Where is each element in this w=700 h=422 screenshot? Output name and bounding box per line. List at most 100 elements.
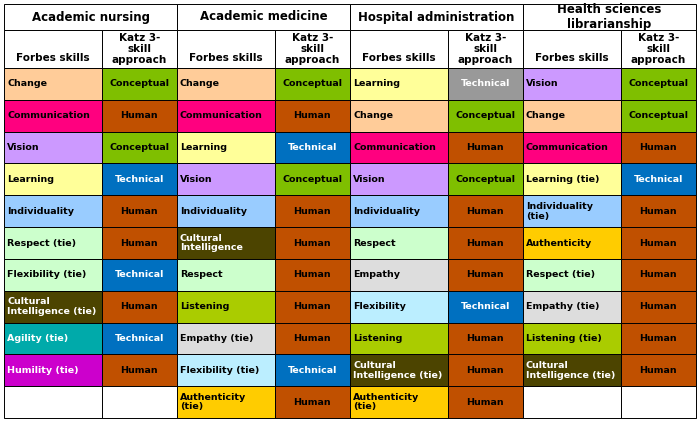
Text: Flexibility (tie): Flexibility (tie) xyxy=(7,271,86,279)
Text: Health sciences
librarianship: Health sciences librarianship xyxy=(557,3,662,31)
Text: Respect: Respect xyxy=(353,238,396,247)
Bar xyxy=(621,163,696,195)
Bar xyxy=(102,30,177,68)
Text: Conceptual: Conceptual xyxy=(629,111,688,120)
Bar xyxy=(4,354,101,386)
Text: Vision: Vision xyxy=(353,175,386,184)
Bar xyxy=(621,386,696,418)
Bar xyxy=(350,132,448,163)
Text: Human: Human xyxy=(640,366,677,375)
Text: Human: Human xyxy=(293,111,331,120)
Bar xyxy=(523,354,621,386)
Bar xyxy=(350,259,448,291)
Text: Individuality: Individuality xyxy=(353,207,420,216)
Bar xyxy=(350,291,448,322)
Text: Conceptual: Conceptual xyxy=(629,79,688,89)
Bar xyxy=(448,68,523,100)
Text: Katz 3-
skill
approach: Katz 3- skill approach xyxy=(458,33,513,65)
Text: Change: Change xyxy=(353,111,393,120)
Bar xyxy=(448,132,523,163)
Text: Change: Change xyxy=(526,111,566,120)
Text: Human: Human xyxy=(120,366,158,375)
Bar xyxy=(523,163,621,195)
Text: Human: Human xyxy=(467,238,504,247)
Text: Technical: Technical xyxy=(634,175,683,184)
Bar xyxy=(4,386,101,418)
Bar xyxy=(448,195,523,227)
Bar xyxy=(523,132,621,163)
Bar xyxy=(523,291,621,322)
Bar xyxy=(448,322,523,354)
Text: Individuality: Individuality xyxy=(7,207,74,216)
Text: Academic nursing: Academic nursing xyxy=(32,11,150,24)
Bar xyxy=(177,68,274,100)
Bar xyxy=(274,259,350,291)
Bar xyxy=(621,30,696,68)
Text: Empathy: Empathy xyxy=(353,271,400,279)
Bar xyxy=(350,4,523,30)
Bar xyxy=(621,100,696,132)
Text: Hospital administration: Hospital administration xyxy=(358,11,514,24)
Bar xyxy=(350,322,448,354)
Text: Katz 3-
skill
approach: Katz 3- skill approach xyxy=(631,33,686,65)
Text: Human: Human xyxy=(293,207,331,216)
Bar xyxy=(4,163,101,195)
Text: Human: Human xyxy=(467,398,504,406)
Bar xyxy=(621,227,696,259)
Text: Conceptual: Conceptual xyxy=(109,143,169,152)
Text: Listening (tie): Listening (tie) xyxy=(526,334,602,343)
Bar xyxy=(448,163,523,195)
Text: Human: Human xyxy=(467,366,504,375)
Bar xyxy=(621,291,696,322)
Text: Katz 3-
skill
approach: Katz 3- skill approach xyxy=(285,33,340,65)
Bar xyxy=(350,195,448,227)
Text: Technical: Technical xyxy=(461,79,510,89)
Text: Human: Human xyxy=(293,398,331,406)
Bar xyxy=(448,30,523,68)
Text: Human: Human xyxy=(467,271,504,279)
Bar xyxy=(448,100,523,132)
Bar xyxy=(350,100,448,132)
Text: Communication: Communication xyxy=(353,143,436,152)
Bar xyxy=(177,132,274,163)
Text: Cultural
Intelligence: Cultural Intelligence xyxy=(180,234,243,252)
Text: Forbes skills: Forbes skills xyxy=(535,53,609,63)
Bar xyxy=(4,68,101,100)
Text: Human: Human xyxy=(467,207,504,216)
Bar xyxy=(523,30,621,68)
Text: Empathy (tie): Empathy (tie) xyxy=(526,302,599,311)
Bar xyxy=(177,354,274,386)
Bar xyxy=(4,195,101,227)
Bar xyxy=(621,68,696,100)
Text: Human: Human xyxy=(640,271,677,279)
Bar xyxy=(177,195,274,227)
Text: Respect (tie): Respect (tie) xyxy=(7,238,76,247)
Text: Learning: Learning xyxy=(7,175,54,184)
Text: Forbes skills: Forbes skills xyxy=(16,53,90,63)
Bar xyxy=(4,322,101,354)
Text: Human: Human xyxy=(293,302,331,311)
Bar xyxy=(102,354,177,386)
Bar xyxy=(274,132,350,163)
Text: Human: Human xyxy=(293,334,331,343)
Text: Human: Human xyxy=(120,207,158,216)
Text: Respect (tie): Respect (tie) xyxy=(526,271,595,279)
Text: Learning (tie): Learning (tie) xyxy=(526,175,599,184)
Text: Human: Human xyxy=(467,143,504,152)
Text: Humility (tie): Humility (tie) xyxy=(7,366,78,375)
Bar xyxy=(621,259,696,291)
Bar xyxy=(448,291,523,322)
Text: Vision: Vision xyxy=(7,143,40,152)
Text: Conceptual: Conceptual xyxy=(282,79,342,89)
Bar xyxy=(350,386,448,418)
Bar xyxy=(102,195,177,227)
Bar xyxy=(523,100,621,132)
Bar xyxy=(350,30,448,68)
Bar xyxy=(523,259,621,291)
Bar xyxy=(274,30,350,68)
Text: Individuality: Individuality xyxy=(180,207,247,216)
Text: Academic medicine: Academic medicine xyxy=(199,11,328,24)
Text: Human: Human xyxy=(640,334,677,343)
Text: Human: Human xyxy=(640,207,677,216)
Text: Authenticity
(tie): Authenticity (tie) xyxy=(180,393,246,411)
